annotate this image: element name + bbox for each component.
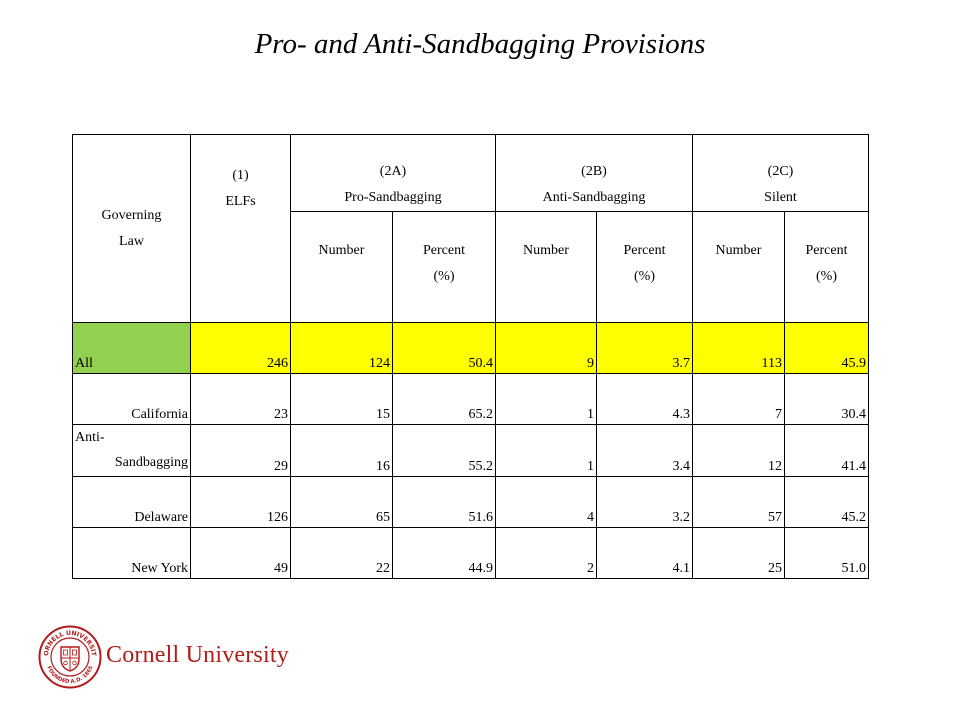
header-text: Percent (423, 243, 465, 258)
table-row: Anti- Sandbagging 29 16 55.2 1 3.4 12 41.4 (72, 424, 869, 477)
sub-header-percent: Percent (%) (596, 211, 693, 323)
pro-number-cell: 15 (290, 373, 393, 425)
silent-percent-cell: 45.2 (784, 476, 869, 528)
sub-header-percent: Percent (%) (784, 211, 869, 323)
anti-percent-cell: 4.1 (596, 527, 693, 579)
pro-percent-cell: 44.9 (392, 527, 496, 579)
header-text: Governing (101, 207, 162, 223)
silent-number-cell: 7 (692, 373, 785, 425)
table-row: All 246 124 50.4 9 3.7 113 45.9 (72, 322, 869, 374)
silent-number-cell: 12 (692, 424, 785, 477)
governing-law-cell: California (72, 373, 191, 425)
anti-percent-cell: 3.7 (596, 322, 693, 374)
table-row: Delaware 126 65 51.6 4 3.2 57 45.2 (72, 476, 869, 528)
elfs-cell: 49 (190, 527, 291, 579)
row-label-text: New York (131, 561, 188, 576)
anti-percent-cell: 3.4 (596, 424, 693, 477)
header-row-groups: Governing Law (1) ELFs (2A) Pro-Sandbagg… (72, 134, 869, 323)
sub-header-number: Number (495, 211, 597, 323)
pro-percent-cell: 65.2 (392, 373, 496, 425)
university-name: Cornell University (106, 642, 289, 668)
group-name: Pro-Sandbagging (344, 190, 442, 205)
elfs-cell: 126 (190, 476, 291, 528)
anti-percent-cell: 3.2 (596, 476, 693, 528)
row-label-text: Anti- (75, 430, 105, 445)
silent-percent-cell: 41.4 (784, 424, 869, 477)
group-code: (2B) (581, 164, 607, 179)
table-row: California 23 15 65.2 1 4.3 7 30.4 (72, 373, 869, 425)
header-text: (1) (232, 168, 249, 183)
group-header-anti: (2B) Anti-Sandbagging (495, 134, 693, 212)
group-code: (2A) (379, 164, 407, 179)
header-text: (%) (634, 269, 655, 284)
anti-number-cell: 1 (495, 373, 597, 425)
page-title: Pro- and Anti-Sandbagging Provisions (254, 28, 706, 60)
header-text: (%) (816, 269, 837, 284)
anti-number-cell: 2 (495, 527, 597, 579)
cornell-seal-logo: CORNELL UNIVERSITY FOUNDED A.D. 1865 (38, 625, 102, 689)
governing-law-cell: All (72, 322, 191, 374)
governing-law-cell: Delaware (72, 476, 191, 528)
elfs-cell: 29 (190, 424, 291, 477)
header-text: ELFs (225, 194, 256, 209)
governing-law-header: Governing Law (72, 134, 191, 323)
header-text: Number (715, 243, 762, 258)
sandbagging-table: Governing Law (1) ELFs (2A) Pro-Sandbagg… (72, 134, 869, 579)
header-text: Law (119, 233, 144, 249)
header-row-sub: Number Percent (%) Number Percent (%) Nu… (73, 211, 869, 323)
row-label-text: California (131, 407, 188, 422)
header-text: Number (318, 243, 365, 258)
elfs-header: (1) ELFs (190, 134, 291, 323)
table-body: All 246 124 50.4 9 3.7 113 45.9 California 23 15 65… (72, 322, 869, 579)
pro-number-cell: 65 (290, 476, 393, 528)
silent-percent-cell: 45.9 (784, 322, 869, 374)
group-header-silent: (2C) Silent (692, 134, 869, 212)
pro-number-cell: 22 (290, 527, 393, 579)
pro-percent-cell: 55.2 (392, 424, 496, 477)
header-text: Percent (805, 243, 848, 258)
group-code: (2C) (767, 164, 794, 179)
group-header-pro: (2A) Pro-Sandbagging (290, 134, 496, 212)
pro-percent-cell: 50.4 (392, 322, 496, 374)
pro-number-cell: 124 (290, 322, 393, 374)
governing-law-cell: Anti- Sandbagging (72, 424, 191, 477)
silent-percent-cell: 51.0 (784, 527, 869, 579)
row-label-text: Delaware (134, 510, 188, 525)
anti-percent-cell: 4.3 (596, 373, 693, 425)
sub-header-number: Number (290, 211, 393, 323)
header-text: (%) (433, 269, 455, 284)
row-label-text: Sandbagging (114, 455, 188, 470)
row-label-text: All (75, 356, 93, 371)
anti-number-cell: 1 (495, 424, 597, 477)
anti-number-cell: 9 (495, 322, 597, 374)
elfs-cell: 23 (190, 373, 291, 425)
anti-number-cell: 4 (495, 476, 597, 528)
sub-header-percent: Percent (%) (392, 211, 496, 323)
elfs-cell: 246 (190, 322, 291, 374)
silent-number-cell: 57 (692, 476, 785, 528)
silent-number-cell: 113 (692, 322, 785, 374)
table-row: New York 49 22 44.9 2 4.1 25 51.0 (72, 527, 869, 579)
governing-law-cell: New York (72, 527, 191, 579)
group-name: Silent (764, 190, 797, 205)
silent-percent-cell: 30.4 (784, 373, 869, 425)
silent-number-cell: 25 (692, 527, 785, 579)
pro-percent-cell: 51.6 (392, 476, 496, 528)
pro-number-cell: 16 (290, 424, 393, 477)
sub-header-number: Number (692, 211, 785, 323)
header-text: Number (523, 243, 569, 258)
group-name: Anti-Sandbagging (542, 190, 646, 205)
header-text: Percent (623, 243, 666, 258)
